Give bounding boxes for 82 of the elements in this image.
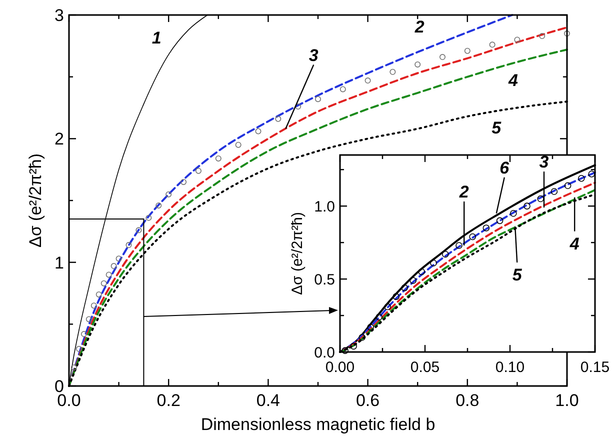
point <box>456 242 462 249</box>
y-tick-label: 3 <box>54 6 64 25</box>
x-tick-label: 0.4 <box>256 391 280 410</box>
y-tick-label: 0.0 <box>314 344 335 362</box>
point <box>537 195 544 202</box>
point <box>430 260 437 266</box>
annotation: 3 <box>539 152 550 172</box>
point <box>514 36 520 43</box>
point <box>390 68 396 75</box>
point <box>510 210 517 217</box>
point <box>414 61 421 68</box>
point <box>255 128 262 134</box>
point <box>524 202 530 210</box>
point <box>80 331 87 338</box>
point <box>358 334 366 341</box>
point <box>464 48 470 54</box>
point <box>315 96 321 102</box>
point <box>195 168 202 174</box>
point <box>96 291 102 298</box>
annotation: 1 <box>152 28 162 48</box>
x-tick-label: 1.0 <box>555 391 579 410</box>
point <box>86 316 92 322</box>
point <box>482 224 490 232</box>
y-axis-title: Δσ (e²/2π²ħ) <box>26 153 45 248</box>
point <box>215 155 222 162</box>
annotation: 2 <box>458 182 470 202</box>
point <box>496 217 504 224</box>
point <box>469 233 476 240</box>
point <box>376 314 382 320</box>
point <box>489 42 496 48</box>
point <box>410 277 416 284</box>
point <box>442 250 449 258</box>
point <box>578 174 585 182</box>
x-tick-label: 0.6 <box>356 391 380 410</box>
point <box>418 268 425 276</box>
point <box>235 142 242 148</box>
x-tick-label: 0.8 <box>456 391 480 410</box>
point <box>70 364 77 370</box>
annotation: 5 <box>492 118 502 138</box>
y-tick-label: 0.5 <box>314 271 335 288</box>
point <box>110 263 117 270</box>
point <box>564 30 570 37</box>
y-tick-label: 1.0 <box>314 198 335 216</box>
x-tick-label: 0.15 <box>580 359 610 376</box>
point <box>564 182 572 190</box>
point <box>401 284 408 292</box>
point <box>350 342 357 350</box>
x-tick-label: 0.00 <box>325 359 355 376</box>
point <box>126 242 132 248</box>
annotation: 4 <box>568 234 580 254</box>
point <box>392 293 400 300</box>
point <box>90 302 97 309</box>
x-axis-title: Dimensionless magnetic field b <box>200 415 436 434</box>
point <box>367 324 374 331</box>
point <box>100 280 107 286</box>
point <box>384 303 391 310</box>
y-axis-title: Δσ (e²/2π²ħ) <box>289 212 306 295</box>
point <box>106 272 112 278</box>
point <box>295 104 302 110</box>
point <box>340 86 346 92</box>
annotation: 5 <box>512 266 522 285</box>
point <box>146 214 152 221</box>
x-tick-label: 0.05 <box>410 359 440 376</box>
annotation: 6 <box>500 158 510 178</box>
point <box>136 227 142 234</box>
point <box>364 78 371 84</box>
point <box>116 256 122 262</box>
point <box>166 191 172 198</box>
x-tick-label: 0.10 <box>495 359 525 376</box>
point <box>180 178 187 185</box>
point <box>539 33 546 40</box>
point <box>156 202 162 208</box>
y-tick-label: 2 <box>54 130 64 149</box>
point <box>76 346 82 352</box>
point <box>275 116 282 122</box>
y-tick-label: 1 <box>54 253 64 272</box>
annotation: 4 <box>507 70 518 90</box>
x-tick-label: 0.2 <box>156 391 180 410</box>
point <box>550 188 558 195</box>
point <box>588 170 595 178</box>
point <box>440 54 446 60</box>
annotation: 2 <box>414 17 425 36</box>
